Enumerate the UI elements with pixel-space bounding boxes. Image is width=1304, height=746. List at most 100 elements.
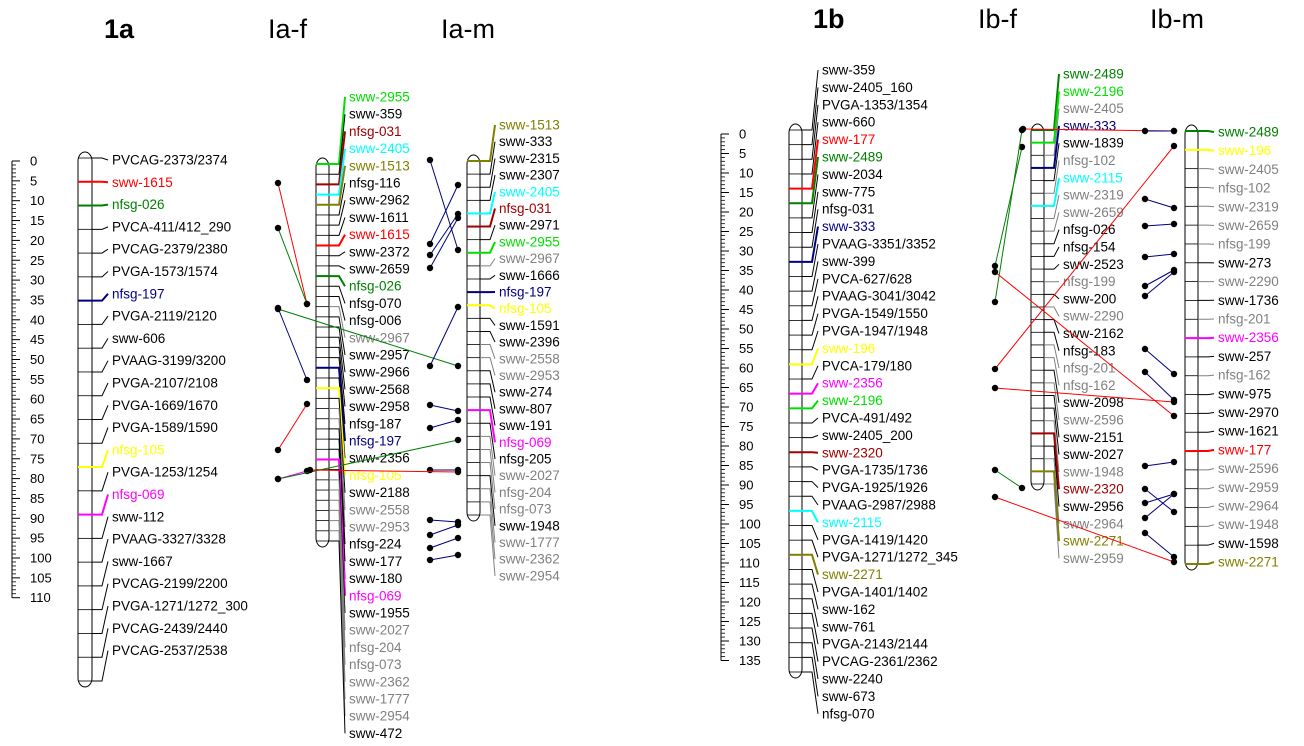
marker-label-nfsg-026: nfsg-026 [349,279,402,294]
scale-tick-label: 35 [739,263,753,278]
comparative-link [1144,253,1175,258]
marker-label-pvcag-2537-2538: PVCAG-2537/2538 [112,643,228,658]
marker-connector [92,382,109,397]
marker-connector [802,598,819,627]
column-title-ia-f: Ia-f [268,14,308,44]
marker-connector [480,501,496,560]
marker-connector [1044,445,1060,507]
link-dot [454,551,462,559]
comparative-link [429,519,459,523]
marker-label-nfsg-154: nfsg-154 [1063,240,1116,255]
marker-label-sww-2356: sww-2356 [349,451,410,466]
link-dot [303,400,311,408]
marker-label-sww-1667: sww-1667 [112,554,173,569]
marker-label-sww-2098: sww-2098 [1063,395,1124,410]
link-dot [274,224,282,232]
comparative-link [429,184,459,245]
marker-label-pvga-1573-1574: PVGA-1573/1574 [112,264,218,279]
marker-label-pvaag-3199-3200: PVAAG-3199/3200 [112,353,226,368]
marker-label-pvga-2119-2120: PVGA-2119/2120 [112,309,217,324]
scale-tick-label: 10 [30,193,44,208]
marker-label-sww-2962: sww-2962 [349,193,410,208]
marker-label-sww-2489: sww-2489 [1218,125,1279,140]
link-dot [454,407,462,415]
marker-label-pvga-1253-1254: PVGA-1253/1254 [112,465,218,480]
marker-connector [329,346,346,407]
marker-connector [92,494,109,516]
marker-label-sww-1615: sww-1615 [349,227,410,242]
scale-tick-label: 15 [739,185,753,200]
marker-connector [1198,355,1215,358]
marker-connector [802,612,819,645]
link-dot [454,436,462,444]
map-layer: 0510152025303540455055606570758085909510… [11,63,1279,741]
marker-label-pvga-1589-1590: PVGA-1589/1590 [112,420,218,435]
link-dot [1141,127,1149,135]
marker-label-sww-2956: sww-2956 [1063,499,1124,514]
marker-connector [329,489,346,648]
marker-label-sww-2319: sww-2319 [1218,199,1279,214]
link-dot [303,376,311,384]
marker-label-nfsg-199: nfsg-199 [1218,237,1271,252]
link-dot [426,531,434,539]
marker-label-sww-2967: sww-2967 [349,330,410,345]
link-dot [274,305,282,313]
marker-label-nfsg-105: nfsg-105 [112,442,165,457]
marker-connector [1198,148,1215,152]
marker-connector [1044,108,1060,156]
marker-connector [92,360,109,373]
scale-tick-label: 80 [30,471,44,486]
link-dot [991,493,999,501]
marker-connector [92,472,109,492]
marker-label-sww-2558: sww-2558 [349,502,410,517]
panel-label-1a: 1a [104,14,135,44]
marker-label-nfsg-069: nfsg-069 [112,487,165,502]
scale-tick-label: 110 [30,590,51,605]
marker-connector [802,539,819,558]
marker-connector [802,481,819,488]
marker-label-sww-2955: sww-2955 [499,234,560,249]
marker-label-nfsg-026: nfsg-026 [1063,222,1116,237]
marker-connector [329,306,346,338]
comparative-link [429,306,459,367]
marker-connector [802,174,819,219]
marker-connector [802,417,819,424]
marker-label-sww-2964: sww-2964 [1218,499,1279,514]
marker-label-nfsg-199: nfsg-199 [1063,274,1116,289]
marker-connector [480,274,496,280]
marker-label-pvaag-3041-3042: PVAAG-3041/3042 [822,289,936,304]
link-dot [1141,514,1149,522]
marker-label-pvga-1271-1272-345: PVGA-1271/1272_345 [822,550,958,565]
link-dot [454,303,462,311]
marker-connector [92,293,109,302]
marker-connector [802,525,819,540]
marker-connector [480,158,496,188]
link-dot [454,416,462,424]
marker-connector [802,69,819,131]
scale-tick-label: 55 [30,372,44,387]
marker-label-sww-399: sww-399 [822,254,875,269]
comparative-link [277,308,459,367]
marker-label-sww-1611: sww-1611 [349,210,409,225]
marker-label-sww-2405-200: sww-2405_200 [822,428,913,443]
marker-connector [1044,306,1060,317]
marker-label-sww-2362: sww-2362 [499,552,560,567]
marker-label-sww-2489: sww-2489 [822,150,883,165]
marker-label-sww-2405: sww-2405 [1218,162,1279,177]
comparative-link [1144,371,1175,401]
marker-connector [1198,448,1215,453]
marker-label-sww-2959: sww-2959 [1218,480,1279,495]
marker-label-sww-2290: sww-2290 [1218,274,1279,289]
link-dot [454,534,462,542]
marker-connector [480,514,496,576]
marker-connector [92,271,109,278]
marker-connector [802,434,819,439]
marker-connector [480,396,496,426]
marker-label-sww-2271: sww-2271 [1063,534,1124,549]
marker-connector [802,122,819,175]
marker-label-sww-177: sww-177 [349,554,402,569]
scale-tick-label: 40 [30,312,44,327]
marker-connector [1198,168,1215,170]
marker-connector [92,248,109,254]
marker-label-sww-2027: sww-2027 [349,623,410,638]
